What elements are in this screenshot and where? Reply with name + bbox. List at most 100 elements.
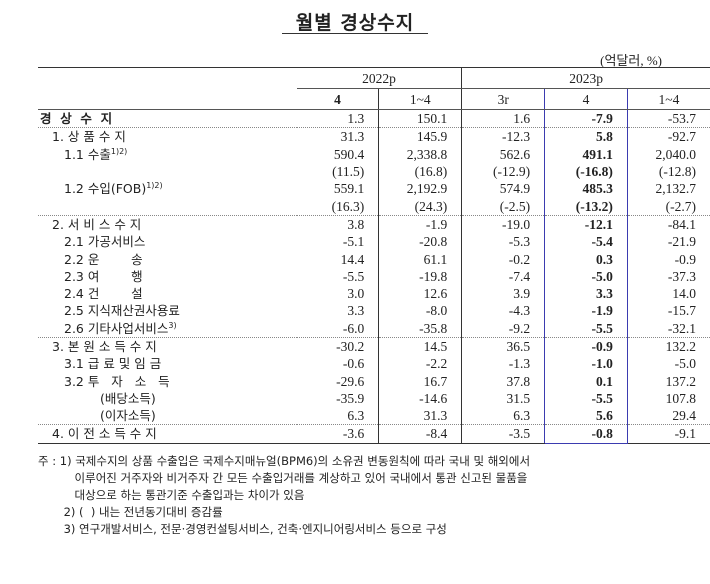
value-cell: 3.3 [296, 302, 380, 320]
value-cell: 2,040.0 [655, 146, 697, 162]
row-label-text: 경 상 수 지 [40, 111, 113, 127]
value-cell: 14.4 [296, 250, 380, 268]
value-cell: 150.1 [378, 109, 463, 128]
row-label: (배당소득) [38, 390, 297, 407]
table-row: 2.6 기타사업서비스3) -6.0 -35.8 -9.2 -5.5 -32.1 [38, 319, 710, 338]
value-cell: -0.8 [544, 424, 628, 444]
value-cell: -1.0 [544, 355, 628, 373]
value-cell: 107.8 [665, 390, 696, 406]
row-label: 2. 서 비 스 수 지 [38, 214, 297, 234]
footnotes: 주 : 1) 국제수지의 상품 수출입은 국제수지매뉴얼(BPM6)의 소유권 … [38, 453, 530, 538]
value-cell: 3.0 [296, 284, 380, 303]
row-label: 3.1 급 료 및 임 금 [38, 355, 297, 372]
value-cell: 6.3 [296, 407, 380, 425]
table-row: (16.3) (24.3) (-2.5) (-13.2) (-2.7) [38, 197, 710, 216]
value-cell: -32.1 [667, 320, 696, 336]
table-row: (배당소득) -35.9 -14.6 31.5 -5.5 107.8 [38, 389, 710, 408]
value-cell: -5.5 [544, 319, 628, 338]
value-cell: -9.1 [627, 424, 710, 444]
row-label: (이자소득) [38, 407, 297, 425]
row-label: 2.6 기타사업서비스3) [38, 320, 297, 338]
table-row: 2.1 가공서비스 -5.1 -20.8 -5.3 -5.4 -21.9 [38, 233, 710, 251]
value-cell: 559.1 [296, 180, 380, 198]
footnote-marker: 1)2) [146, 181, 163, 191]
value-cell: 29.4 [672, 408, 696, 424]
value-cell: 3.8 [296, 214, 380, 234]
row-label-text: 2.2 운 송 [64, 251, 143, 267]
value-cell: -5.5 [544, 389, 628, 408]
value-cell: (11.5) [296, 162, 380, 181]
value-cell: -0.6 [296, 355, 380, 373]
row-label-text: 1.2 수입(FOB) [64, 181, 147, 197]
value-cell: 1.3 [296, 109, 380, 128]
row-label-text: 2.5 지식재산권사용료 [64, 303, 180, 319]
row-label-text: 2.3 여 행 [64, 268, 143, 284]
value-cell: -0.9 [544, 336, 628, 356]
value-cell: -19.0 [461, 214, 545, 234]
row-label-text: 1. 상 품 수 지 [52, 129, 126, 145]
row-label-text: 2. 서 비 스 수 지 [52, 216, 142, 232]
value-cell: 31.5 [506, 390, 531, 406]
value-cell: 12.6 [378, 284, 463, 303]
value-cell: 2,132.7 [655, 181, 697, 197]
value-cell: -5.3 [508, 234, 531, 250]
value-cell: -5.0 [544, 267, 628, 285]
value-cell: 2,192.9 [378, 180, 463, 198]
value-cell: 14.5 [378, 336, 463, 356]
row-label-text: (배당소득) [100, 390, 156, 406]
value-cell: -7.4 [508, 268, 531, 284]
value-cell: 562.6 [499, 146, 531, 162]
value-cell: (-2.7) [665, 198, 696, 214]
value-cell: 5.8 [544, 127, 628, 146]
value-cell: -29.6 [296, 372, 380, 390]
value-cell: -6.0 [296, 319, 380, 338]
table-row: (이자소득) 6.3 31.3 6.3 5.6 29.4 [38, 407, 710, 425]
row-label: 2.1 가공서비스 [38, 233, 297, 250]
value-cell: -0.2 [508, 251, 531, 267]
footnote-marker: 3) [168, 320, 177, 330]
value-cell: -5.1 [296, 233, 380, 251]
value-cell: -0.9 [674, 251, 696, 267]
value-cell: (-12.9) [492, 164, 531, 180]
value-cell: -53.7 [667, 111, 696, 127]
table-row: 1. 상 품 수 지 31.3 145.9 -12.3 5.8 -92.7 [38, 127, 710, 146]
value-cell: 3.3 [544, 284, 628, 303]
row-label-text: 4. 이 전 소 득 수 지 [52, 426, 157, 442]
value-cell: -3.6 [296, 424, 380, 444]
value-cell: (-12.8) [658, 164, 696, 180]
value-cell: -92.7 [627, 127, 710, 146]
value-cell: 14.0 [672, 286, 696, 302]
table-row: 3.2 투 자 소 득 -29.6 16.7 37.8 0.1 137.2 [38, 372, 710, 390]
value-cell: 5.6 [544, 407, 628, 425]
value-cell: 590.4 [296, 145, 380, 163]
table-row: (11.5) (16.8) (-12.9) (-16.8) (-12.8) [38, 162, 710, 181]
value-cell: 36.5 [461, 336, 545, 356]
row-label: 4. 이 전 소 득 수 지 [38, 424, 297, 444]
value-cell: 145.9 [378, 127, 463, 146]
table-row: 2.4 건 설 3.0 12.6 3.9 3.3 14.0 [38, 284, 710, 303]
value-cell: 6.3 [513, 408, 531, 424]
header-col: 1~4 [627, 88, 710, 110]
value-cell: 37.8 [506, 373, 531, 389]
footnote-line: 대상으로 하는 통관기준 수출입과는 차이가 있음 [38, 488, 305, 502]
row-label: 3. 본 원 소 득 수 지 [38, 336, 297, 356]
value-cell: -1.9 [544, 302, 628, 320]
table-row: 3.1 급 료 및 임 금 -0.6 -2.2 -1.3 -1.0 -5.0 [38, 355, 710, 373]
table-row: 2. 서 비 스 수 지 3.8 -1.9 -19.0 -12.1 -84.1 [38, 214, 710, 234]
value-cell: (16.8) [378, 162, 463, 181]
table-row: 1.1 수출1)2) 590.4 2,338.8 562.6 491.1 2,040.0 [38, 145, 710, 163]
value-cell: -1.9 [378, 214, 463, 234]
footnote-line: 3) 연구개발서비스, 전문·경영컨설팅서비스, 건축·엔지니어링서비스 등으로… [38, 522, 447, 536]
row-label: 1. 상 품 수 지 [38, 127, 297, 146]
value-cell: -5.4 [544, 233, 628, 251]
value-cell: -84.1 [627, 214, 710, 234]
value-cell: 491.1 [544, 145, 628, 163]
row-label: 2.5 지식재산권사용료 [38, 302, 297, 319]
header-col: 3r [461, 88, 545, 110]
value-cell: 2,338.8 [378, 145, 463, 163]
row-label-text: 2.1 가공서비스 [64, 234, 146, 250]
header-blank [38, 67, 297, 110]
value-cell: 16.7 [378, 372, 463, 390]
value-cell: (-16.8) [544, 162, 628, 181]
footnote-line: 주 : 1) 국제수지의 상품 수출입은 국제수지매뉴얼(BPM6)의 소유권 … [38, 454, 531, 468]
